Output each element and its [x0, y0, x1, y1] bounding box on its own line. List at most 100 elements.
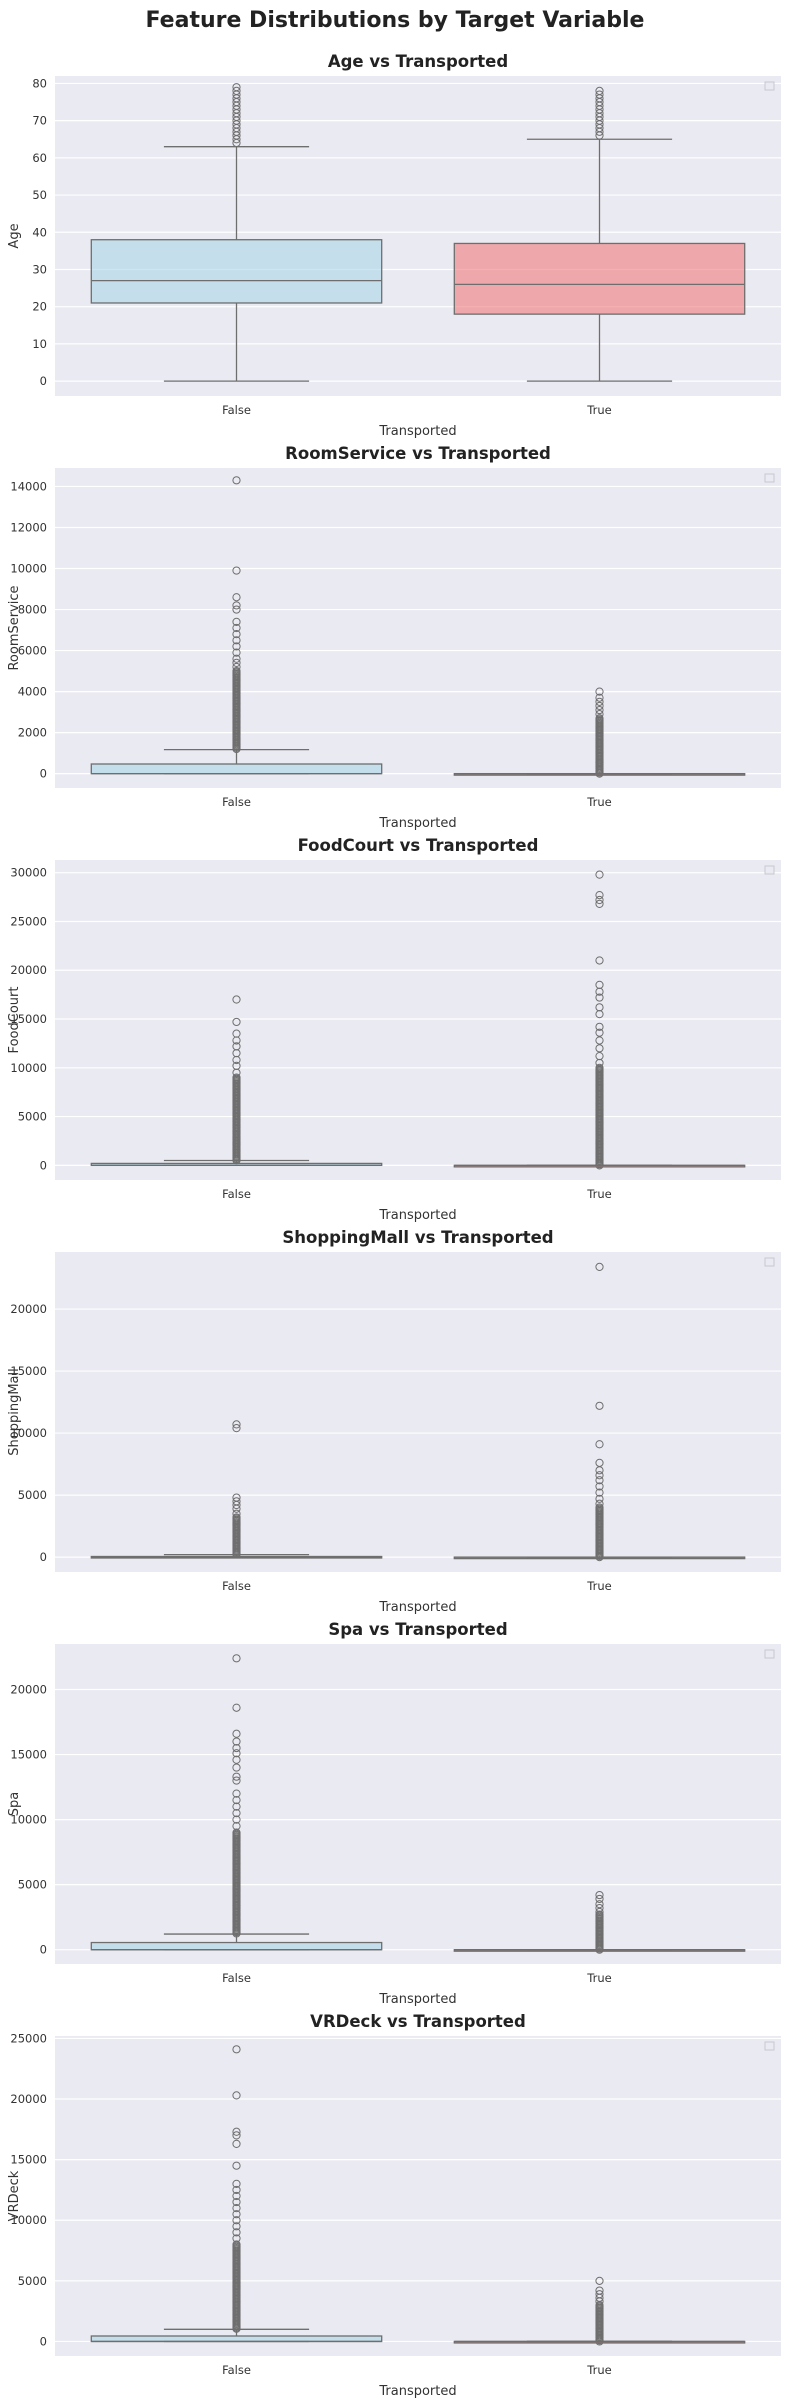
outlier-point	[232, 476, 241, 485]
box-true	[453, 1890, 746, 1954]
outlier-point	[595, 1063, 604, 1072]
y-tick-label: 15000	[10, 2153, 47, 2167]
outlier-point	[232, 617, 241, 626]
outlier-point	[232, 1424, 241, 1433]
x-axis-label: Transported	[378, 424, 456, 439]
panel-title: Spa vs Transported	[328, 1620, 507, 1639]
outlier-point	[232, 2197, 241, 2207]
outlier-point	[232, 1497, 241, 1506]
outlier-point	[232, 2139, 241, 2148]
y-tick-label: 10000	[10, 562, 47, 576]
panel-title: FoodCourt vs Transported	[298, 836, 539, 855]
panel-vrdeck: 0 5000 10000 15000 20000 25000 VRDeck vs Trans…	[7, 2012, 781, 2399]
panel-spa: 0 5000 10000 15000 20000 Spa vs Transported Fa…	[7, 1620, 781, 2007]
outlier-point	[232, 2131, 241, 2140]
iqr-box	[90, 239, 383, 304]
outlier-point	[595, 1458, 604, 1467]
outlier-point	[232, 636, 241, 645]
outlier-point	[595, 1503, 604, 1512]
outlier-point	[232, 83, 241, 92]
outlier-point	[232, 1654, 241, 1663]
y-tick-label: 5000	[18, 1488, 47, 1502]
outlier-point	[232, 2091, 241, 2100]
y-axis-label: RoomService	[7, 585, 22, 670]
outlier-point	[232, 2234, 241, 2243]
iqr-box	[90, 763, 383, 775]
legend-box	[764, 865, 775, 875]
outlier-point	[232, 2179, 241, 2188]
outlier-point	[232, 623, 241, 633]
panel-title: ShoppingMall vs Transported	[282, 1228, 553, 1247]
outlier-point	[595, 870, 604, 879]
outlier-point	[595, 1494, 604, 1503]
y-tick-label: 15000	[10, 1364, 47, 1378]
outlier-point	[595, 687, 604, 696]
y-tick-label: 15000	[10, 1012, 47, 1026]
outlier-point	[232, 601, 241, 610]
legend-box	[764, 1649, 775, 1659]
outlier-point	[232, 2228, 241, 2237]
outlier-point	[595, 899, 604, 909]
outlier-point	[232, 1795, 241, 1805]
box-false	[90, 1654, 383, 1951]
y-tick-label: 20000	[10, 963, 47, 977]
outlier-point	[232, 1802, 241, 1811]
outlier-point	[232, 1763, 241, 1772]
outlier-point	[595, 895, 604, 905]
outlier-point	[595, 1262, 604, 1271]
outlier-point	[595, 710, 604, 719]
outlier-point	[595, 993, 604, 1002]
x-axis-label: Transported	[378, 1208, 456, 1223]
outlier-point	[232, 630, 241, 639]
x-tick-label: True	[586, 1187, 611, 1201]
panel-foodcourt: 0 5000 10000 15000 20000 25000 30000 FoodCourt …	[7, 836, 781, 1223]
outlier-point	[232, 1789, 241, 1798]
outlier-point	[595, 1036, 604, 1045]
y-tick-label: 40	[32, 225, 47, 239]
outlier-point	[232, 666, 241, 676]
y-axis-label: FoodCourt	[7, 987, 22, 1054]
legend-box	[764, 81, 775, 91]
outlier-point	[595, 980, 604, 989]
y-tick-label: 2000	[18, 726, 47, 740]
iqr-box	[90, 1941, 383, 1951]
legend-box	[764, 473, 775, 483]
box-true	[453, 870, 746, 1170]
box-false	[90, 1420, 383, 1559]
x-tick-label: False	[222, 403, 251, 417]
outlier-point	[595, 86, 604, 95]
outlier-point	[595, 1499, 604, 1508]
outlier-point	[595, 1471, 604, 1480]
outlier-point	[232, 1703, 241, 1712]
box-false	[90, 995, 383, 1167]
x-tick-label: False	[222, 1187, 251, 1201]
outlier-point	[232, 1749, 241, 1758]
outlier-point	[232, 2191, 241, 2201]
outlier-point	[595, 705, 604, 715]
axes-background	[55, 76, 781, 396]
x-tick-label: False	[222, 1971, 251, 1985]
outlier-point	[595, 891, 604, 900]
outlier-point	[232, 1513, 241, 1522]
y-axis-label: VRDeck	[7, 2170, 22, 2221]
outlier-point	[232, 1420, 241, 1429]
x-axis-label: Transported	[378, 1600, 456, 1615]
outlier-point	[595, 1907, 604, 1917]
outlier-point	[595, 1894, 604, 1904]
outlier-point	[595, 1903, 604, 1913]
outlier-point	[595, 1890, 604, 1900]
outlier-point	[595, 1022, 604, 1031]
outlier-point	[595, 1476, 604, 1485]
outlier-point	[595, 1044, 604, 1053]
outlier-point	[232, 1073, 241, 1082]
y-tick-label: 50	[32, 188, 47, 202]
outlier-point	[232, 1737, 241, 1746]
outlier-point	[232, 642, 241, 651]
outlier-point	[595, 701, 604, 711]
x-tick-label: True	[586, 1579, 611, 1593]
outlier-point	[232, 1729, 241, 1738]
outlier-point	[232, 2045, 241, 2054]
y-tick-label: 10000	[10, 1813, 47, 1827]
outlier-point	[232, 2204, 241, 2213]
